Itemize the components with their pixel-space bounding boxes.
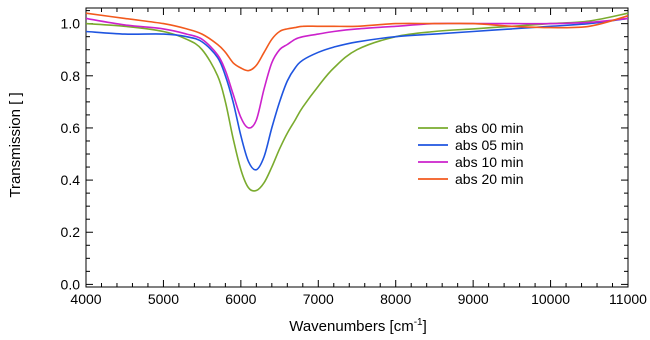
series-line-3 bbox=[85, 12, 629, 72]
x-axis-title: Wavenumbers [cm-1] bbox=[289, 317, 427, 335]
x-tick-label: 9000 bbox=[458, 291, 489, 307]
y-tick-label: 0.8 bbox=[61, 68, 81, 84]
plot-frame bbox=[85, 7, 629, 288]
series-line-0 bbox=[85, 12, 629, 192]
series-line-1 bbox=[85, 17, 629, 171]
x-tick-label: 10000 bbox=[531, 291, 570, 307]
y-tick-label: 0.2 bbox=[61, 224, 81, 240]
x-tick-label: 4000 bbox=[70, 291, 101, 307]
legend-label-1: abs 05 min bbox=[455, 137, 523, 153]
legend-label-3: abs 20 min bbox=[455, 171, 523, 187]
x-tick-label: 8000 bbox=[380, 291, 411, 307]
legend-label-0: abs 00 min bbox=[455, 120, 523, 136]
y-tick-label: 0.6 bbox=[61, 120, 81, 136]
x-tick-label: 5000 bbox=[148, 291, 179, 307]
y-tick-label: 0.0 bbox=[61, 276, 81, 292]
x-tick-label: 7000 bbox=[303, 291, 334, 307]
y-axis-title: Transmission [ ] bbox=[7, 92, 24, 197]
x-tick-label: 11000 bbox=[609, 291, 647, 307]
legend-label-2: abs 10 min bbox=[455, 154, 523, 170]
y-tick-label: 0.4 bbox=[61, 172, 81, 188]
series-lines bbox=[85, 12, 629, 192]
x-axis-title-end: ] bbox=[423, 318, 427, 335]
x-tick-label: 6000 bbox=[225, 291, 256, 307]
axis-ticks: 4000 5000 6000 7000 8000 9000 10000 11000 0.0 0.2… bbox=[61, 8, 647, 307]
y-tick-label: 1.0 bbox=[61, 16, 81, 32]
plot-area bbox=[85, 7, 629, 288]
x-axis-title-main: Wavenumbers [cm bbox=[289, 318, 413, 335]
x-axis-title-superscript: -1 bbox=[414, 317, 423, 328]
